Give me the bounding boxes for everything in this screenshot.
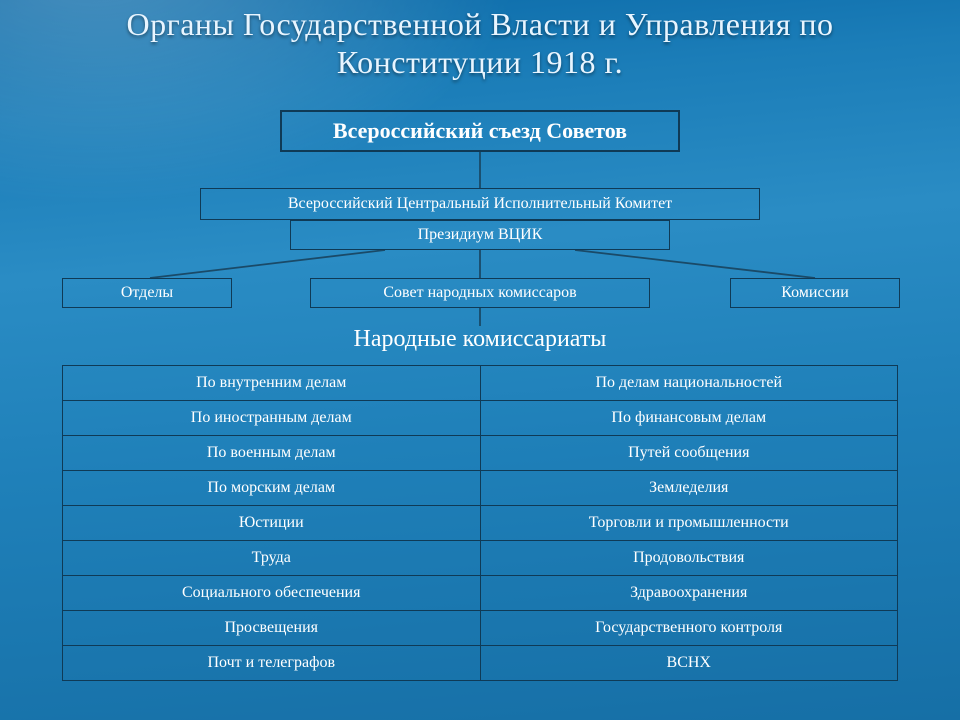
- table-cell: По внутренним делам: [63, 366, 481, 401]
- table-row: Социального обеспеченияЗдравоохранения: [63, 576, 898, 611]
- table-row: ЮстицииТорговли и промышленности: [63, 506, 898, 541]
- table-cell: По финансовым делам: [480, 401, 898, 436]
- table-cell: По военным делам: [63, 436, 481, 471]
- table-cell: По морским делам: [63, 471, 481, 506]
- table-cell: Торговли и промышленности: [480, 506, 898, 541]
- table-row: По военным деламПутей сообщения: [63, 436, 898, 471]
- table-cell: ВСНХ: [480, 646, 898, 681]
- table-row: По внутренним деламПо делам национальнос…: [63, 366, 898, 401]
- slide-title: Органы Государственной Власти и Управлен…: [0, 0, 960, 82]
- table-cell: Государственного контроля: [480, 611, 898, 646]
- commissariats-table: По внутренним деламПо делам национальнос…: [62, 365, 898, 681]
- title-line-1: Органы Государственной Власти и Управлен…: [126, 6, 833, 42]
- table-row: По морским деламЗемледелия: [63, 471, 898, 506]
- section-heading: Народные комиссариаты: [0, 326, 960, 353]
- table-row: ТрудаПродовольствия: [63, 541, 898, 576]
- table-cell: Труда: [63, 541, 481, 576]
- table-cell: Путей сообщения: [480, 436, 898, 471]
- table-cell: Просвещения: [63, 611, 481, 646]
- table-row: ПросвещенияГосударственного контроля: [63, 611, 898, 646]
- table-cell: Продовольствия: [480, 541, 898, 576]
- table-cell: Социального обеспечения: [63, 576, 481, 611]
- table-cell: По иностранным делам: [63, 401, 481, 436]
- table-cell: Здравоохранения: [480, 576, 898, 611]
- node-vcik: Всероссийский Центральный Исполнительный…: [200, 188, 760, 220]
- table-cell: Юстиции: [63, 506, 481, 541]
- title-line-2: Конституции 1918 г.: [337, 44, 623, 80]
- node-congress: Всероссийский съезд Советов: [280, 110, 680, 152]
- table-row: По иностранным деламПо финансовым делам: [63, 401, 898, 436]
- node-departments: Отделы: [62, 278, 232, 308]
- commissariats-table-wrap: По внутренним деламПо делам национальнос…: [62, 365, 898, 681]
- node-presidium: Президиум ВЦИК: [290, 220, 670, 250]
- table-cell: Земледелия: [480, 471, 898, 506]
- table-cell: По делам национальностей: [480, 366, 898, 401]
- node-snk: Совет народных комиссаров: [310, 278, 650, 308]
- node-commissions: Комиссии: [730, 278, 900, 308]
- table-cell: Почт и телеграфов: [63, 646, 481, 681]
- table-row: Почт и телеграфовВСНХ: [63, 646, 898, 681]
